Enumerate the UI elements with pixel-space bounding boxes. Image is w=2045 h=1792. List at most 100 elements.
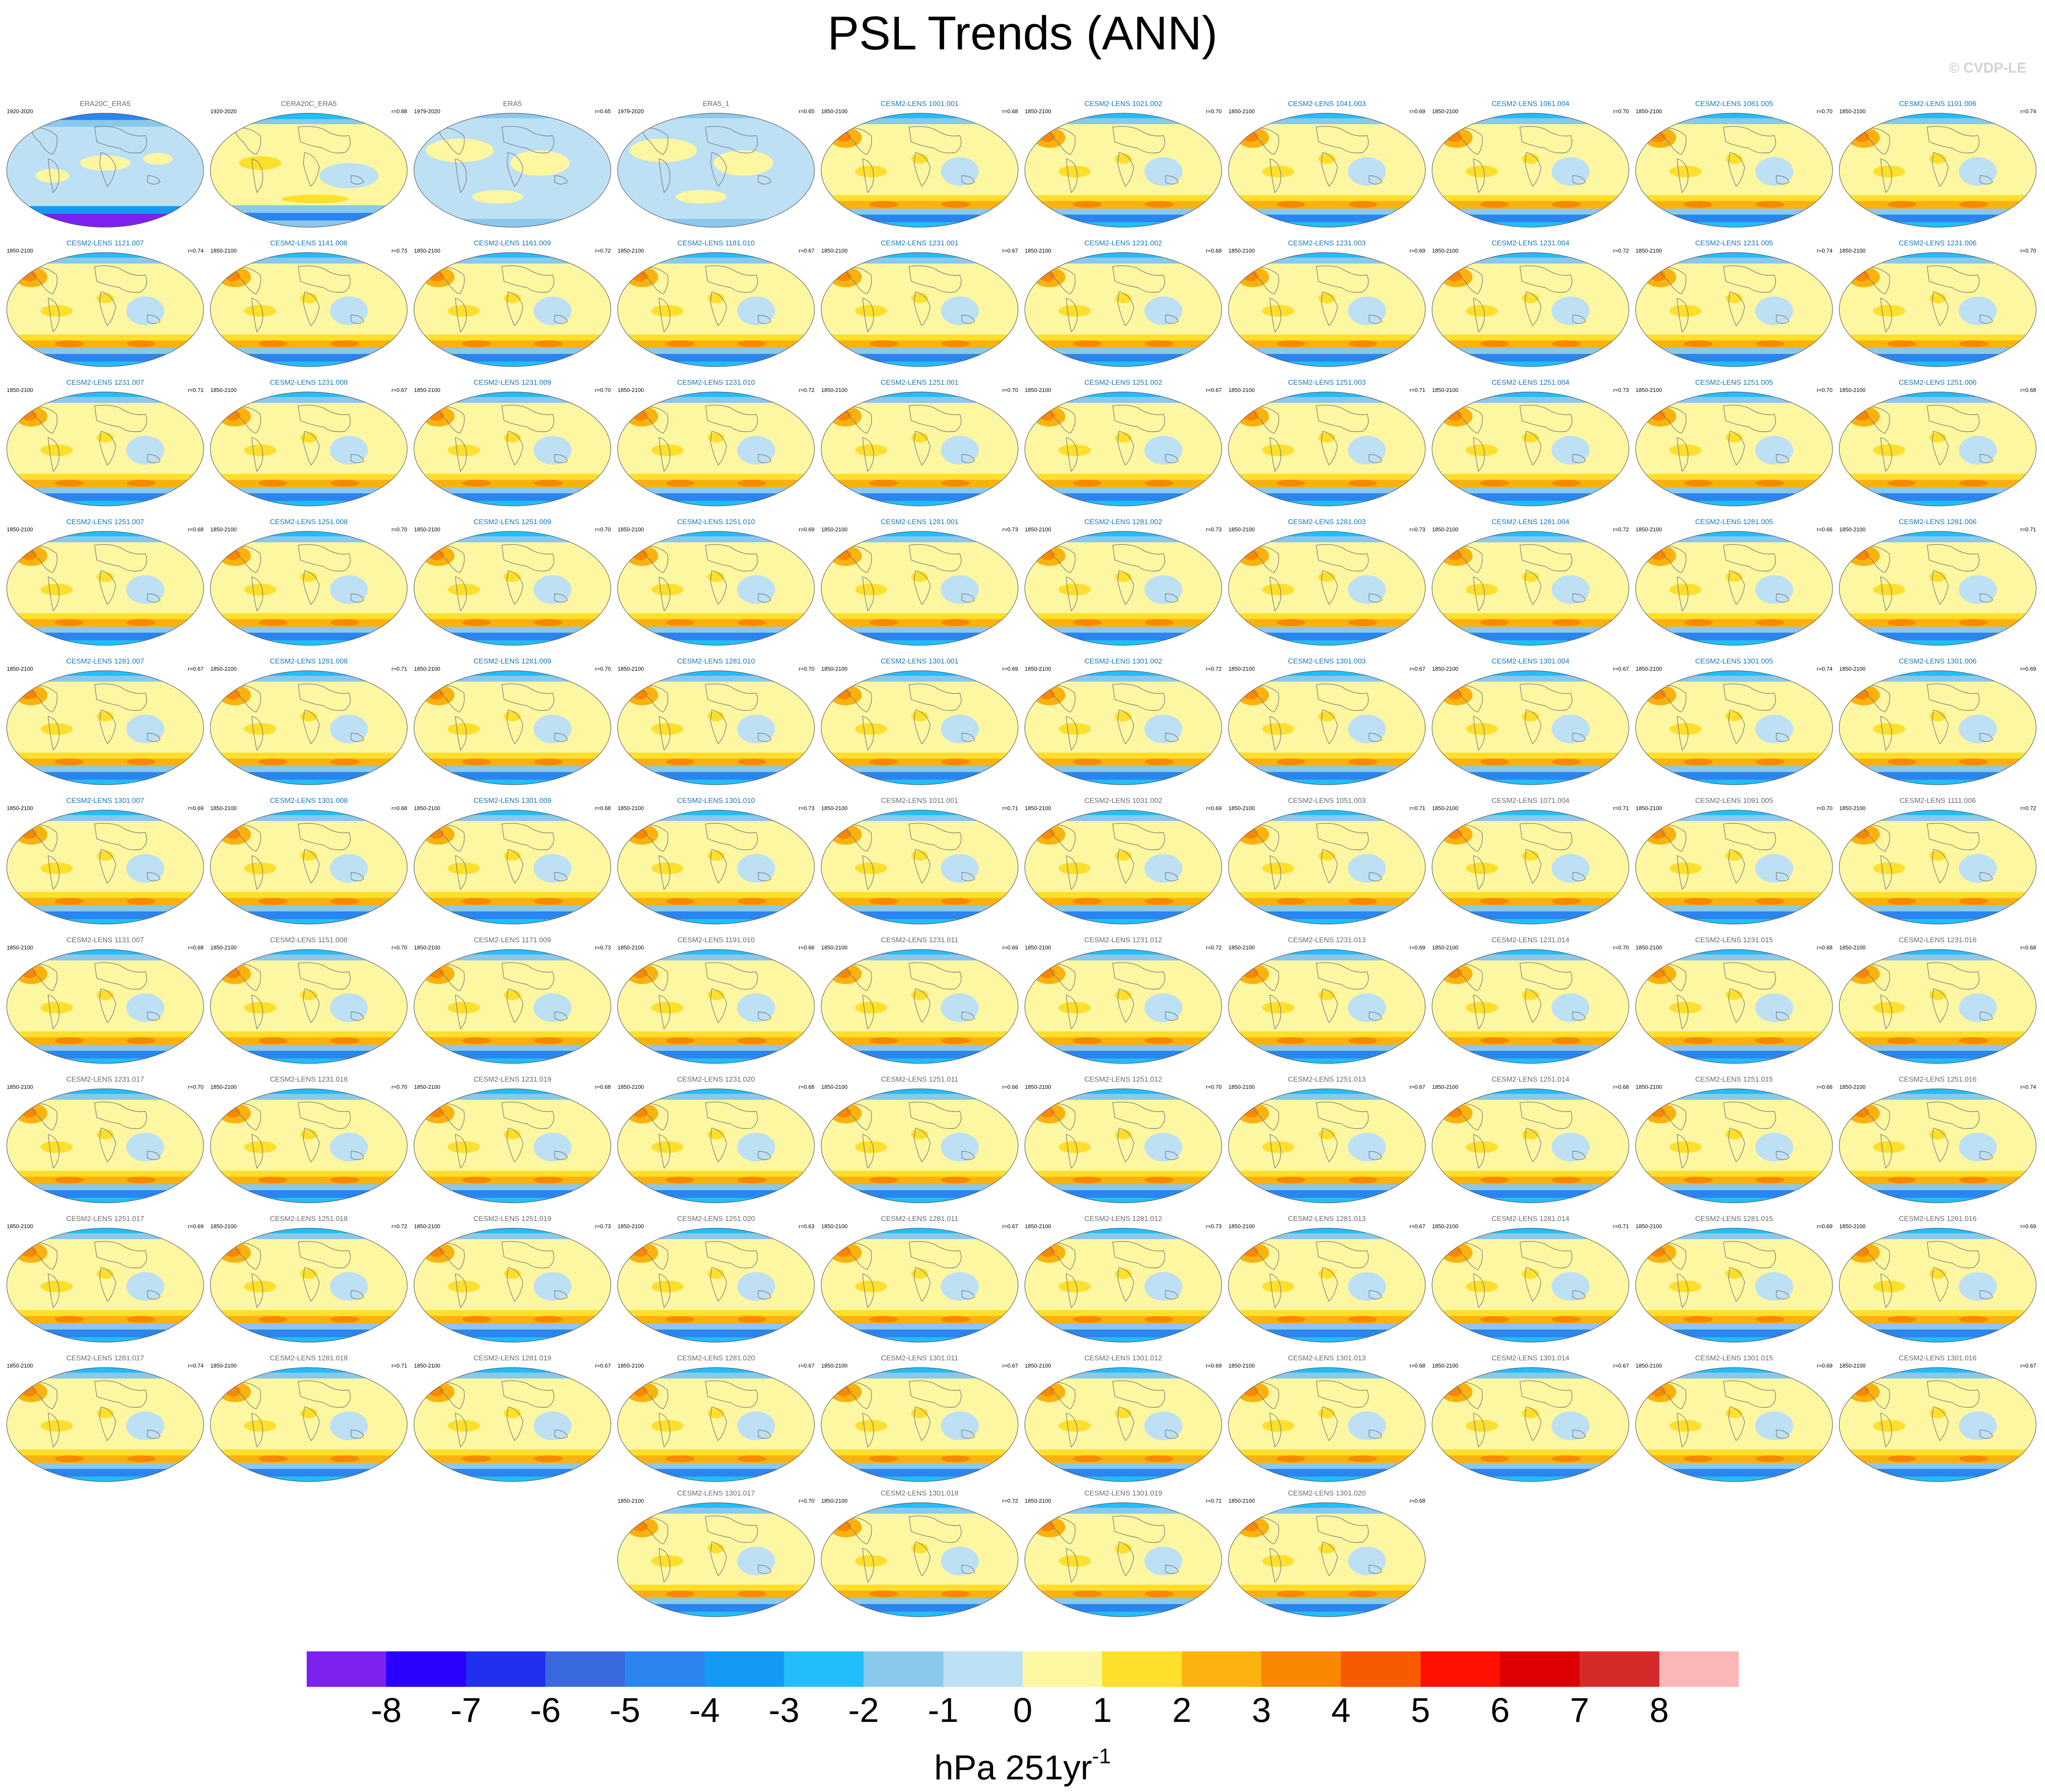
panel-years: 1850-2100 [1432,944,1459,951]
panel-years: 1850-2100 [1839,944,1866,951]
trend-map [617,1502,815,1617]
panel-years: 1850-2100 [7,247,33,254]
panel-correlation: r=0.68 [1002,108,1018,114]
map-panel: CESM2-LENS 1281.009 1850-2100 r=0.70 [413,655,612,786]
panel-title: CESM2-LENS 1301.020 [1288,1489,1366,1497]
map-panel: CESM2-LENS 1231.016 1850-2100 r=0.68 [1838,933,2037,1064]
panel-correlation: r=0.74 [188,1362,204,1369]
panel-years: 1850-2100 [7,387,33,393]
map-panel: CESM2-LENS 1091.005 1850-2100 r=0.70 [1635,794,1833,925]
map-panel: CESM2-LENS 1061.004 1850-2100 r=0.70 [1431,97,1630,228]
colorbar-tick-label: -2 [848,1691,879,1729]
panel-correlation: r=0.67 [1002,247,1018,254]
panel-title: CESM2-LENS 1251.010 [677,518,755,526]
panel-title: ERA5_1 [703,100,730,108]
colorbar-swatch [466,1651,546,1687]
panel-title: CESM2-LENS 1281.019 [473,1354,552,1362]
panel-title: CESM2-LENS 1161.009 [474,239,551,247]
trend-map [1228,810,1426,925]
colorbar-swatch [1341,1651,1421,1687]
map-panel: CESM2-LENS 1251.018 1850-2100 r=0.72 [210,1212,408,1343]
trend-map [821,1088,1018,1203]
panel-years: 1850-2100 [1025,1362,1051,1369]
panel-correlation: r=0.70 [595,666,611,672]
panel-years: 1850-2100 [414,526,441,533]
trend-map [617,531,815,646]
map-panel: CESM2-LENS 1301.005 1850-2100 r=0.74 [1635,655,1833,786]
trend-map [617,810,815,925]
panel-correlation: r=0.66 [798,944,814,951]
units-base: hPa 251yr [934,1748,1092,1787]
panel-years: 1850-2100 [1228,1084,1255,1090]
panel-title: CESM2-LENS 1251.011 [881,1075,959,1083]
map-panel: CESM2-LENS 1231.007 1850-2100 r=0.71 [6,376,204,507]
panel-years: 1850-2100 [821,666,848,672]
panel-correlation: r=0.67 [2020,1362,2036,1369]
panel-years: 1850-2100 [1228,944,1255,951]
panel-correlation: r=0.72 [595,247,611,254]
panel-correlation: r=0.73 [1206,526,1222,533]
trend-map [1635,949,1833,1064]
trend-map [617,949,815,1064]
map-panel: CERA20C_ERA5 1920-2020 r=0.88 [210,97,408,228]
map-panel: CESM2-LENS 1231.004 1850-2100 r=0.72 [1431,237,1630,367]
figure-title: PSL Trends (ANN) [827,7,1218,60]
map-panel: CESM2-LENS 1231.013 1850-2100 r=0.69 [1228,933,1426,1064]
panel-title: CESM2-LENS 1231.012 [1084,936,1163,944]
panel-title: CESM2-LENS 1231.001 [880,239,959,247]
map-panel: CESM2-LENS 1251.003 1850-2100 r=0.71 [1228,376,1426,507]
panel-correlation: r=0.68 [595,805,611,811]
panel-correlation: r=0.67 [798,247,814,254]
panel-title: CESM2-LENS 1301.005 [1695,657,1773,665]
panel-years: 1850-2100 [1025,247,1051,254]
map-panel: CESM2-LENS 1231.015 1850-2100 r=0.68 [1635,933,1833,1064]
colorbar-swatch [1500,1651,1580,1687]
map-panel: CESM2-LENS 1301.008 1850-2100 r=0.68 [210,794,408,925]
map-panel: CESM2-LENS 1281.002 1850-2100 r=0.73 [1024,515,1223,646]
panel-correlation: r=0.71 [1206,1498,1222,1504]
panel-title: CESM2-LENS 1231.009 [473,378,552,386]
trend-map [1228,252,1426,367]
panel-title: CESM2-LENS 1151.008 [270,936,348,944]
panel-correlation: r=0.71 [1613,1223,1629,1229]
map-panel: CESM2-LENS 1301.014 1850-2100 r=0.67 [1431,1351,1630,1482]
trend-map [617,670,815,785]
map-panel: CESM2-LENS 1231.008 1850-2100 r=0.67 [210,376,408,507]
panel-title: CESM2-LENS 1031.002 [1084,797,1163,805]
panel-correlation: r=0.72 [1206,666,1222,672]
panel-years: 1850-2100 [1636,1223,1662,1229]
map-panel: CESM2-LENS 1251.016 1850-2100 r=0.74 [1838,1073,2037,1204]
panel-title: CESM2-LENS 1281.006 [1898,518,1977,526]
panel-title: CESM2-LENS 1281.017 [66,1354,144,1362]
trend-map [210,252,408,367]
trend-map [1839,670,2037,785]
trend-map [414,531,611,646]
map-panel: CESM2-LENS 1011.001 1850-2100 r=0.71 [820,794,1019,925]
panel-years: 1850-2100 [1228,1223,1255,1229]
watermark: © CVDP-LE [1949,60,2026,76]
panel-correlation: r=0.69 [1816,1362,1833,1369]
panel-years: 1850-2100 [618,944,644,951]
panel-correlation: r=0.67 [1206,387,1222,393]
colorbar-tick-label: 4 [1331,1691,1351,1729]
panel-years: 1850-2100 [210,666,237,672]
panel-title: CESM2-LENS 1251.018 [270,1215,348,1223]
map-panel: CESM2-LENS 1251.015 1850-2100 r=0.66 [1635,1073,1833,1204]
panel-years: 1850-2100 [821,247,848,254]
map-panel: CESM2-LENS 1081.005 1850-2100 r=0.70 [1635,97,1833,228]
panel-years: 1850-2100 [1432,526,1459,533]
trend-map [6,392,204,506]
panel-years: 1850-2100 [1636,666,1662,672]
panel-title: CESM2-LENS 1251.013 [1288,1075,1366,1083]
panel-correlation: r=0.72 [391,1223,407,1229]
panel-years: 1850-2100 [1636,1362,1662,1369]
map-panel: CESM2-LENS 1281.013 1850-2100 r=0.67 [1228,1212,1426,1343]
panel-years: 1850-2100 [821,108,848,114]
trend-map [1024,670,1222,785]
panel-title: CESM2-LENS 1121.007 [66,239,144,247]
panel-years: 1850-2100 [1228,247,1255,254]
panel-title: CESM2-LENS 1281.014 [1491,1215,1570,1223]
trend-map [1635,113,1833,228]
map-panel: CESM2-LENS 1181.010 1850-2100 r=0.67 [617,237,815,367]
panel-title: CESM2-LENS 1231.020 [677,1075,755,1083]
